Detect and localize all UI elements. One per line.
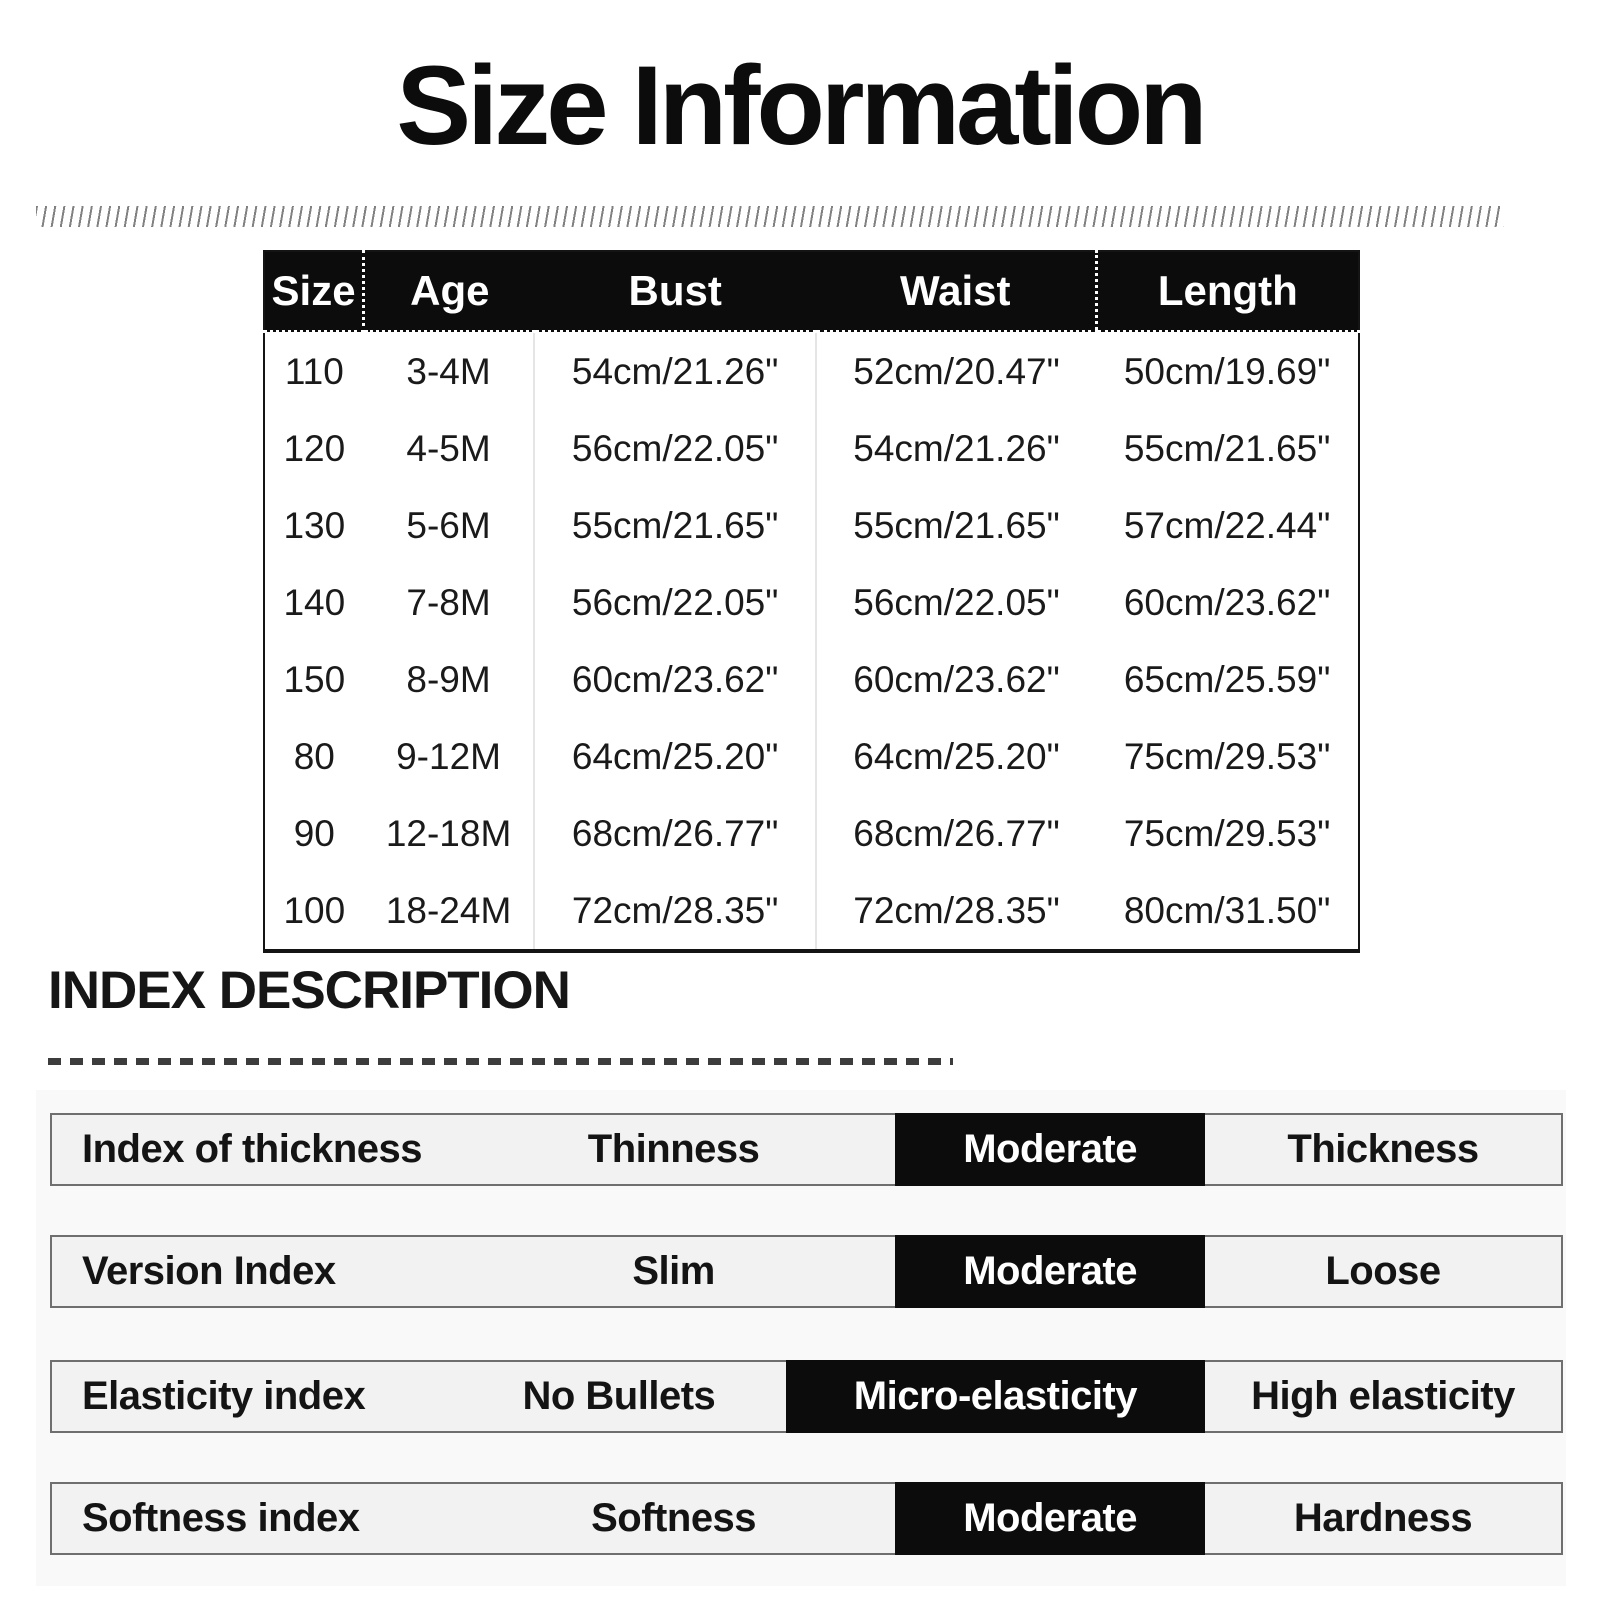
cell-bust: 54cm/21.26": [533, 331, 817, 410]
header-cell-age: Age: [363, 251, 535, 333]
cell-size: 140: [264, 564, 364, 641]
cell-size: 150: [264, 641, 364, 718]
cell-age: 3-4M: [363, 331, 535, 410]
header-cell-length: Length: [1094, 251, 1359, 333]
cell-length: 50cm/19.69": [1096, 331, 1359, 410]
table-row: 110 3-4M 54cm/21.26" 52cm/20.47" 50cm/19…: [264, 331, 1359, 410]
index-option: Thickness: [1287, 1127, 1479, 1171]
index-row-label: Softness index: [82, 1496, 360, 1540]
index-option: High elasticity: [1251, 1374, 1515, 1418]
index-option: Hardness: [1293, 1496, 1473, 1540]
cell-size: 80: [264, 718, 364, 795]
cell-size: 90: [264, 795, 364, 872]
cell-length: 75cm/29.53": [1096, 718, 1359, 795]
index-description-heading: INDEX DESCRIPTION: [48, 961, 571, 1020]
cell-bust: 60cm/23.62": [533, 641, 817, 718]
index-row-label: Index of thickness: [82, 1127, 422, 1171]
cell-length: 57cm/22.44": [1096, 487, 1359, 564]
cell-age: 12-18M: [363, 795, 535, 872]
cell-size: 110: [264, 331, 364, 410]
cell-length: 60cm/23.62": [1096, 564, 1359, 641]
table-row: 90 12-18M 68cm/26.77" 68cm/26.77" 75cm/2…: [264, 795, 1359, 872]
cell-length: 80cm/31.50": [1096, 872, 1359, 951]
cell-size: 130: [264, 487, 364, 564]
cell-age: 7-8M: [363, 564, 535, 641]
table-row: 80 9-12M 64cm/25.20" 64cm/25.20" 75cm/29…: [264, 718, 1359, 795]
cell-size: 120: [264, 410, 364, 487]
table-row: 130 5-6M 55cm/21.65" 55cm/21.65" 57cm/22…: [264, 487, 1359, 564]
cell-length: 75cm/29.53": [1096, 795, 1359, 872]
index-option: Slim: [632, 1249, 715, 1293]
table-row: 100 18-24M 72cm/28.35" 72cm/28.35" 80cm/…: [264, 872, 1359, 951]
cell-length: 55cm/21.65": [1096, 410, 1359, 487]
index-row-thickness: Index of thickness Thinness Moderate Thi…: [50, 1113, 1563, 1186]
index-option: Thinness: [587, 1127, 760, 1171]
cell-age: 4-5M: [363, 410, 535, 487]
header-cell-bust: Bust: [534, 251, 816, 333]
dashed-divider: [48, 1058, 953, 1065]
cell-waist: 60cm/23.62": [815, 641, 1097, 718]
index-row-label: Elasticity index: [82, 1374, 366, 1418]
hatch-divider: [36, 206, 1504, 227]
cell-bust: 72cm/28.35": [533, 872, 817, 951]
cell-waist: 72cm/28.35": [815, 872, 1097, 951]
table-row: 150 8-9M 60cm/23.62" 60cm/23.62" 65cm/25…: [264, 641, 1359, 718]
index-row-version: Version Index Slim Moderate Loose: [50, 1235, 1563, 1308]
header-cell-size: Size: [264, 251, 366, 333]
cell-length: 65cm/25.59": [1096, 641, 1359, 718]
cell-age: 18-24M: [363, 872, 535, 951]
table-row: 120 4-5M 56cm/22.05" 54cm/21.26" 55cm/21…: [264, 410, 1359, 487]
table-row: 140 7-8M 56cm/22.05" 56cm/22.05" 60cm/23…: [264, 564, 1359, 641]
size-table: Size Age Bust Waist Length 110 3-4M 54cm…: [263, 250, 1360, 953]
size-table-header-row: Size Age Bust Waist Length: [264, 251, 1359, 333]
cell-waist: 64cm/25.20": [815, 718, 1097, 795]
cell-age: 5-6M: [363, 487, 535, 564]
cell-bust: 68cm/26.77": [533, 795, 817, 872]
cell-age: 9-12M: [363, 718, 535, 795]
cell-age: 8-9M: [363, 641, 535, 718]
cell-size: 100: [264, 872, 364, 951]
cell-waist: 68cm/26.77": [815, 795, 1097, 872]
index-option-selected: Moderate: [895, 1482, 1205, 1555]
cell-bust: 56cm/22.05": [533, 410, 817, 487]
cell-waist: 54cm/21.26": [815, 410, 1097, 487]
index-option: No Bullets: [522, 1374, 716, 1418]
index-row-elasticity: Elasticity index No Bullets Micro-elasti…: [50, 1360, 1563, 1433]
cell-waist: 52cm/20.47": [815, 331, 1097, 410]
index-row-label: Version Index: [82, 1249, 336, 1293]
cell-bust: 56cm/22.05": [533, 564, 817, 641]
index-row-softness: Softness index Softness Moderate Hardnes…: [50, 1482, 1563, 1555]
page-title: Size Information: [396, 43, 1207, 168]
index-option-selected: Moderate: [895, 1113, 1205, 1186]
cell-waist: 56cm/22.05": [815, 564, 1097, 641]
index-option-selected: Micro-elasticity: [785, 1360, 1205, 1433]
cell-bust: 55cm/21.65": [533, 487, 817, 564]
cell-waist: 55cm/21.65": [815, 487, 1097, 564]
cell-bust: 64cm/25.20": [533, 718, 817, 795]
index-option-selected: Moderate: [895, 1235, 1205, 1308]
header-cell-waist: Waist: [815, 251, 1097, 333]
index-option: Softness: [591, 1496, 757, 1540]
index-option: Loose: [1325, 1249, 1441, 1293]
